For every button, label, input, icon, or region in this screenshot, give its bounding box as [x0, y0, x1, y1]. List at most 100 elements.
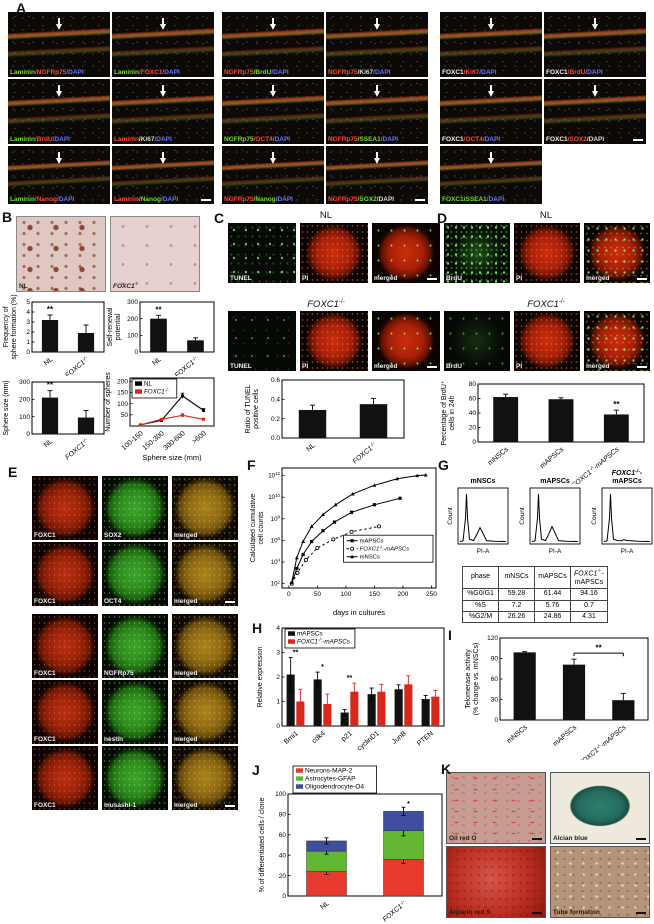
- y-tick: 108: [271, 514, 281, 522]
- image-label: merged: [586, 275, 610, 282]
- label-part: Laminin: [114, 136, 139, 143]
- E-red-channel: FOXC1: [32, 476, 98, 540]
- p-c-image: PI: [300, 311, 368, 371]
- chart-text: 60: [491, 676, 499, 683]
- y-axis-label: cells in 24h: [449, 395, 456, 430]
- flow-cytometry-plots: mNSCsCountPI-AmAPSCsCountPI-AFOXC1-/--mA…: [447, 469, 653, 555]
- panelA-image: Laminin/Nanog/DAPI: [112, 146, 214, 204]
- panel-i-telomerase: 0 30 60 90 120 Telomerase activity (% change v…: [440, 622, 654, 762]
- label-part: /Ki67: [357, 69, 374, 76]
- panel-f-growth-curves: 0 50 100 150 200 250 102 104 106 108 1010 1012 Calcu…: [242, 452, 444, 624]
- y-axis-label: Number of spheres: [105, 372, 112, 432]
- chart-text: 0: [472, 439, 476, 446]
- panel-a-immunostaining-grid: Laminin/NGFRp75/DAPI Laminin/FOXC1/DAPI NG…: [6, 0, 654, 207]
- table-cell: 24.86: [534, 610, 571, 624]
- chart-text: 5: [26, 299, 30, 306]
- image-label: PI: [516, 363, 523, 370]
- chart-text: 100: [340, 591, 351, 598]
- flow-y-label: Count: [519, 507, 526, 525]
- label-part: NGFRp75: [224, 136, 254, 143]
- image-label: FOXC1/OCT4/DAPI: [442, 136, 500, 143]
- panelA-image: FOXC1/Ki67/DAPI: [440, 12, 542, 77]
- x-category-label: NL: [319, 900, 330, 911]
- x-category-label: p21: [340, 730, 354, 743]
- image-label: PI: [302, 363, 309, 370]
- legend-entry: Oligodendrocyte-O4: [305, 783, 364, 790]
- E-merged-channel: merged: [172, 614, 238, 678]
- image-label: Alcian blue: [553, 835, 588, 842]
- legend-entry: NL: [144, 380, 152, 387]
- label-part: /NGFRp75: [34, 69, 67, 76]
- chart-text: 50: [121, 412, 129, 419]
- image-label: PI: [302, 275, 309, 282]
- table-header: FOXC1-/-- mAPSCs: [570, 565, 608, 590]
- chart-text: 80: [279, 812, 287, 819]
- chart-text: 0: [134, 349, 138, 356]
- flow-y-label: Count: [447, 507, 454, 525]
- group-title: FOXC1-/-: [527, 298, 565, 311]
- scale-bar: [532, 838, 542, 840]
- pointer-arrow-icon: [373, 18, 380, 30]
- image-label: FOXC1/Ki67/DAPI: [442, 69, 497, 76]
- chart-text: 300: [19, 379, 30, 386]
- panel-f-label: F: [247, 457, 256, 473]
- chart-text: 150: [369, 591, 380, 598]
- label-part: /OCT4: [463, 136, 483, 143]
- image-label: Laminin/Ki67/DAPI: [114, 136, 172, 143]
- table-cell: %S: [462, 599, 499, 612]
- sphere-photo: FOXC1-/-: [110, 216, 200, 292]
- significance-marker: **: [613, 400, 620, 409]
- image-label: Alizarin red S: [449, 909, 491, 916]
- label-part: /DAPI: [52, 136, 70, 143]
- image-label: NGFRp75/Ki67/DAPI: [328, 69, 391, 76]
- scale-bar: [225, 601, 235, 603]
- x-category-label: NL: [43, 356, 54, 367]
- image-label: FOXC1-/-: [113, 280, 139, 290]
- chart-text: 100: [275, 791, 286, 798]
- x-category-label: cyclinD1: [356, 730, 381, 752]
- x-category-label: >600: [191, 430, 208, 446]
- sphere-formation-frequency-chart: 0 1 2 3 4 5 Frequency of sphere formation (%) **…: [3, 294, 105, 376]
- cumulative-cell-counts-chart: 0 50 100 150 200 250 102 104 106 108 1010 1012 Calcu…: [250, 467, 437, 617]
- scale-bar: [633, 139, 643, 141]
- x-category-label: NL: [43, 438, 54, 449]
- image-label: Laminin/BrdU/DAPI: [10, 136, 70, 143]
- y-axis-label: Frequency of: [3, 307, 10, 348]
- image-label: merged: [586, 363, 610, 370]
- x-category-label: FOXC1-/-: [381, 899, 408, 922]
- sphere-photo: NL: [16, 216, 106, 292]
- p-d-image: merged: [584, 311, 650, 371]
- image-label: merged: [174, 670, 198, 677]
- E-red-channel: FOXC1: [32, 746, 98, 810]
- label-part: FOXC1: [546, 136, 568, 143]
- label-part: /DAPI: [482, 136, 501, 143]
- image-label: NGFRp75: [104, 670, 134, 677]
- legend-entry: FOXC1-/--mAPSCs: [360, 545, 410, 553]
- chart-text: 200: [19, 397, 30, 404]
- p-d-image: BrdU: [444, 223, 510, 283]
- E-green-channel: musashi-1: [102, 746, 168, 810]
- differentiation-chart: 0 20 40 60 80 100 % of differentiated cells / …: [259, 765, 443, 922]
- chart-text: 0: [26, 431, 30, 438]
- panel-e-label: E: [8, 464, 18, 480]
- x-category-label: FOXC1-/-: [63, 437, 90, 462]
- chart-text: 200: [117, 379, 128, 386]
- pointer-arrow-icon: [487, 152, 494, 164]
- pointer-arrow-icon: [55, 152, 62, 164]
- label-part: /Ki67: [463, 69, 480, 76]
- E-red-channel: FOXC1: [32, 680, 98, 744]
- label-part: FOXC1: [442, 136, 464, 143]
- x-category-label: 150-300: [142, 430, 166, 452]
- panelA-image: FOXC1/OCT4/DAPI: [440, 79, 542, 144]
- flow-x-label: PI-A: [621, 548, 634, 555]
- chart-text: 30: [491, 697, 499, 704]
- panel-h-gene-expression: 0 1 2 3 4 Relative expression ** * ** mAPSCs FOXC1…: [246, 620, 450, 764]
- panelA-image: NGFRp75/SSEA1/DAPI: [326, 79, 428, 144]
- significance-marker: **: [155, 305, 162, 314]
- y-axis-label: Self-renewal: [107, 307, 114, 346]
- table-cell: 4.31: [570, 610, 608, 624]
- E-green-channel: nestin: [102, 680, 168, 744]
- chart-text: 3: [276, 650, 280, 657]
- label-part: /BrdU: [253, 69, 272, 76]
